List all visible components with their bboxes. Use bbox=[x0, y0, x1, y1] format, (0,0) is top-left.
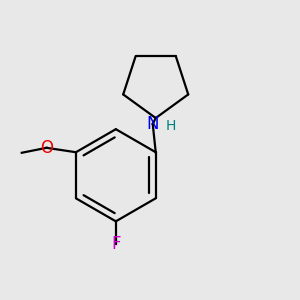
Text: H: H bbox=[166, 119, 176, 134]
Text: N: N bbox=[146, 115, 159, 133]
Text: F: F bbox=[111, 235, 121, 253]
Text: O: O bbox=[40, 139, 53, 157]
